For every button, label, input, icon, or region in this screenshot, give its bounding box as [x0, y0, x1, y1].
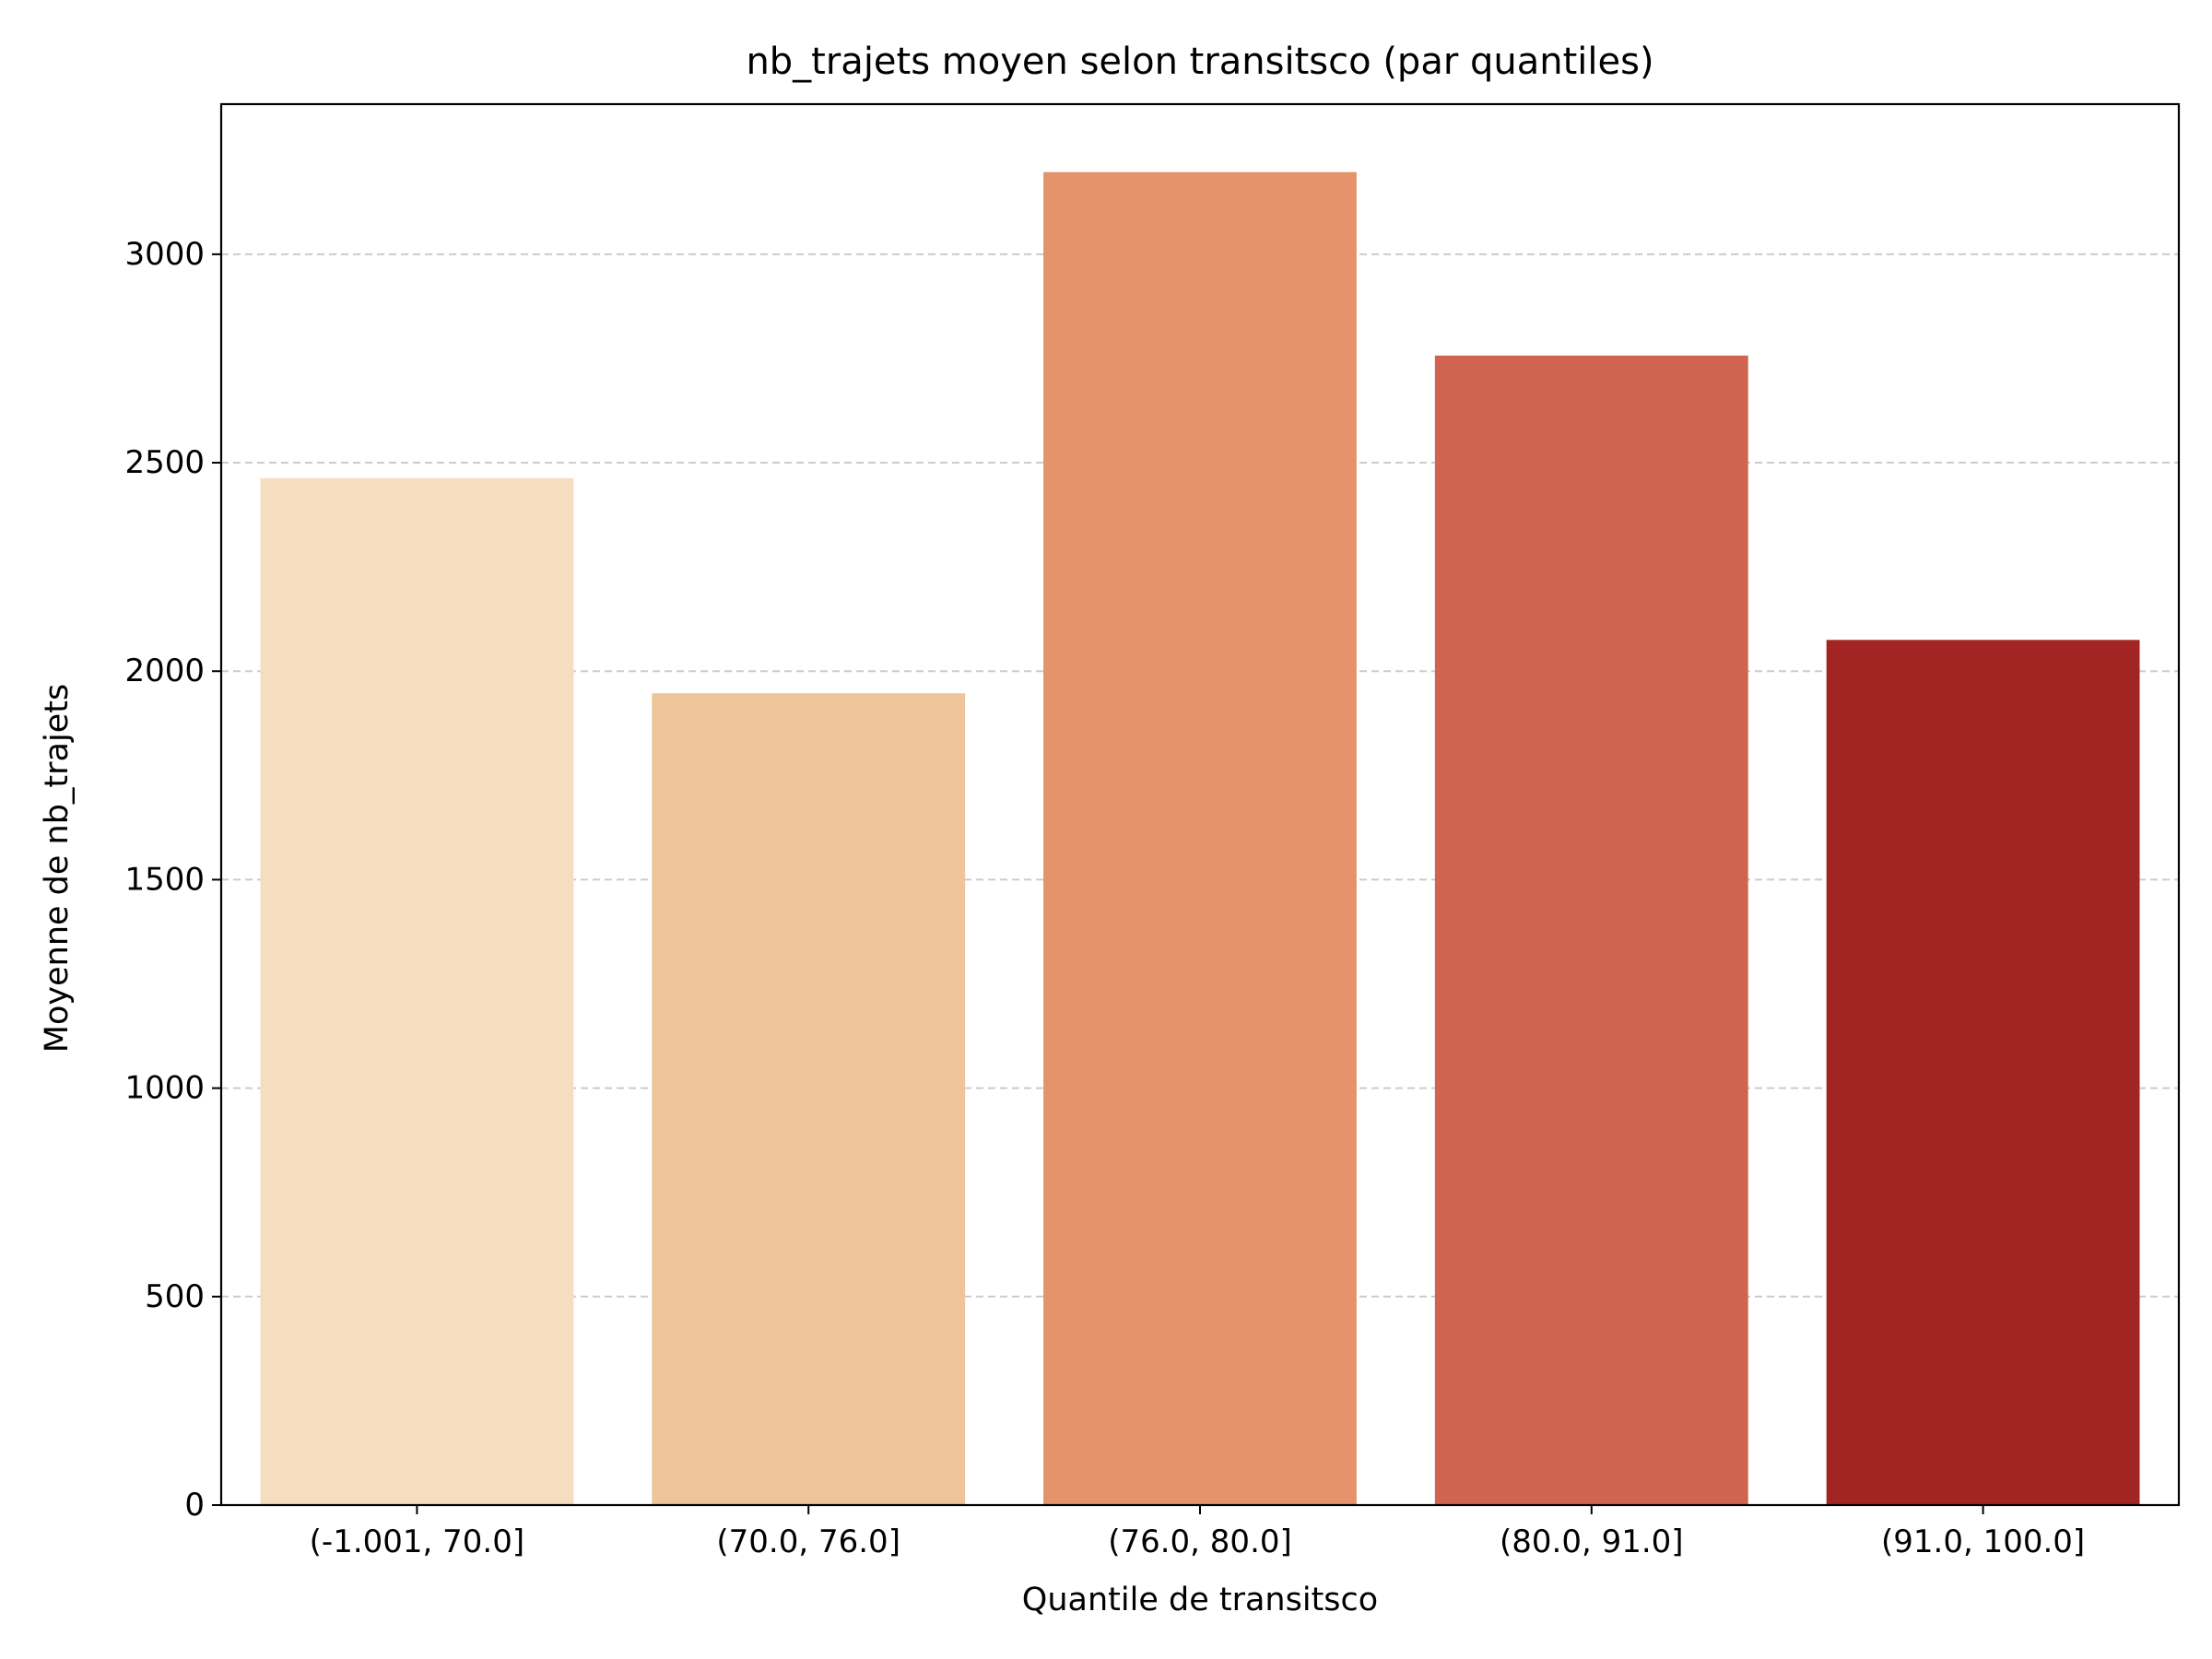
x-tick-label: (91.0, 100.0]	[1881, 1524, 2085, 1560]
bar	[1043, 171, 1357, 1506]
y-tick-label: 1000	[124, 1070, 205, 1107]
y-tick-label: 1500	[124, 861, 205, 898]
chart-title: nb_trajets moyen selon transitsco (par q…	[746, 41, 1654, 83]
y-tick-label: 0	[184, 1487, 205, 1524]
y-tick-label: 3000	[124, 236, 205, 273]
plot-frame	[219, 102, 2181, 1507]
x-tick-label: (80.0, 91.0]	[1500, 1524, 1684, 1560]
bar	[260, 477, 574, 1506]
bar	[1434, 355, 1748, 1506]
x-axis-label: Quantile de transitsco	[1021, 1582, 1379, 1618]
bar	[1826, 640, 2140, 1505]
y-tick-label: 500	[145, 1278, 205, 1315]
y-tick-label: 2500	[124, 444, 205, 481]
x-tick-label: (70.0, 76.0]	[716, 1524, 900, 1560]
x-tick-label: (76.0, 80.0]	[1108, 1524, 1292, 1560]
x-axis-ticks: (-1.001, 70.0] (70.0, 76.0] (76.0, 80.0] (8…	[310, 1505, 2085, 1560]
x-tick-label: (-1.001, 70.0]	[310, 1524, 524, 1560]
y-tick-label: 2000	[124, 653, 205, 689]
bars	[260, 171, 2140, 1506]
bar	[652, 693, 966, 1505]
y-axis-ticks: 0 500 1000 1500 2000 2500 3000	[124, 236, 221, 1524]
